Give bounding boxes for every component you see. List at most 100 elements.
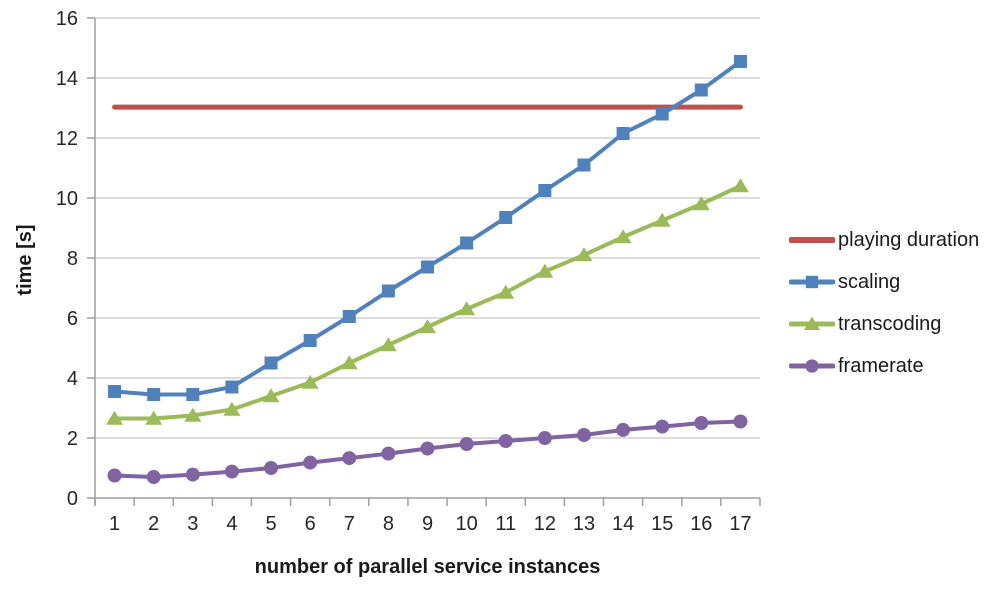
x-tick-label: 7 [344,513,355,535]
data-point-marker [497,284,515,299]
legend-none-swatch [789,237,835,243]
data-point-marker [460,236,474,250]
y-tick-label: 12 [56,128,78,150]
y-tick-label: 16 [56,8,78,30]
series-line [112,184,743,421]
x-tick-label: 8 [383,513,394,535]
data-point-marker [616,127,630,140]
data-point-marker [655,419,670,434]
data-point-marker [616,422,631,437]
series-scaling [108,55,747,401]
data-point-marker [107,468,122,483]
x-tick-label: 2 [148,513,159,535]
x-tick-label: 12 [534,513,556,535]
data-point-marker [805,275,819,289]
data-point-marker [694,83,708,97]
data-point-marker [223,401,241,416]
data-point-marker [576,428,591,442]
data-point-marker [419,319,436,334]
legend-label: playing duration [838,228,980,251]
y-axis-title: time [s] [14,224,36,296]
data-point-marker [146,470,161,484]
data-point-marker [420,441,435,456]
series-transcoding [106,178,749,425]
data-point-marker [731,178,749,193]
x-tick-label: 6 [305,513,316,535]
legend-label: transcoding [838,312,942,335]
data-point-marker [379,337,397,352]
y-tick-label: 14 [56,68,78,90]
legend-label: framerate [838,354,924,377]
x-tick-label: 10 [455,513,477,535]
x-tick-label: 1 [109,513,120,535]
y-tick-label: 0 [67,488,78,510]
x-tick-label: 14 [612,513,634,535]
legend-square-swatch [789,275,835,289]
data-point-marker [264,461,279,475]
data-point-marker [692,196,710,211]
x-tick-label: 9 [422,513,433,535]
data-point-marker [303,334,317,347]
legend-label: scaling [838,270,901,293]
data-point-marker [224,464,239,479]
legend-item: playing duration [789,219,979,261]
data-point-marker [536,263,554,278]
data-point-marker [262,388,280,403]
x-tick-label: 3 [187,513,198,535]
data-point-marker [537,431,552,445]
data-point-marker [498,434,513,448]
legend-item: scaling [789,261,979,303]
data-point-marker [301,374,319,389]
data-point-marker [225,380,239,394]
x-tick-label: 17 [729,513,751,535]
data-point-marker [458,301,476,316]
data-point-marker [108,385,122,398]
x-tick-label: 13 [573,513,595,535]
data-point-marker [655,107,669,121]
y-tick-label: 10 [56,188,78,210]
series-framerate [107,414,748,484]
data-point-marker [342,451,357,466]
data-point-marker [653,212,671,227]
data-point-marker [459,437,474,451]
legend-circle-swatch [789,359,835,373]
data-point-marker [538,184,552,197]
data-point-marker [499,211,513,224]
data-point-marker [803,316,821,330]
x-axis-title: number of parallel service instances [254,556,601,578]
legend: playing duration scaling transcoding framer… [789,219,979,387]
data-point-marker [733,414,748,429]
data-point-marker [421,260,434,274]
legend-triangle-swatch [789,316,835,330]
data-point-marker [145,410,163,425]
data-point-marker [340,355,358,370]
data-point-marker [342,310,356,323]
y-tick-label: 2 [67,428,78,450]
x-tick-label: 16 [690,513,712,535]
data-point-marker [303,455,318,470]
data-point-marker [805,359,819,373]
data-point-marker [186,388,200,401]
data-point-marker [184,407,202,422]
x-tick-label: 5 [265,513,276,535]
data-point-marker [264,356,278,370]
data-point-marker [106,410,124,425]
data-point-marker [147,388,161,401]
data-point-marker [733,55,747,68]
y-tick-label: 6 [67,308,78,330]
x-tick-label: 11 [495,513,516,535]
y-tick-label: 8 [67,248,78,270]
data-point-marker [577,158,591,172]
data-point-marker [614,229,632,244]
data-point-marker [381,446,396,461]
legend-item: framerate [789,345,979,387]
data-point-marker [185,467,200,482]
y-tick-label: 4 [67,368,78,390]
data-point-marker [575,247,593,262]
x-tick-label: 4 [226,513,237,535]
x-tick-label: 15 [651,513,673,535]
legend-item: transcoding [789,303,979,345]
data-point-marker [381,284,395,298]
